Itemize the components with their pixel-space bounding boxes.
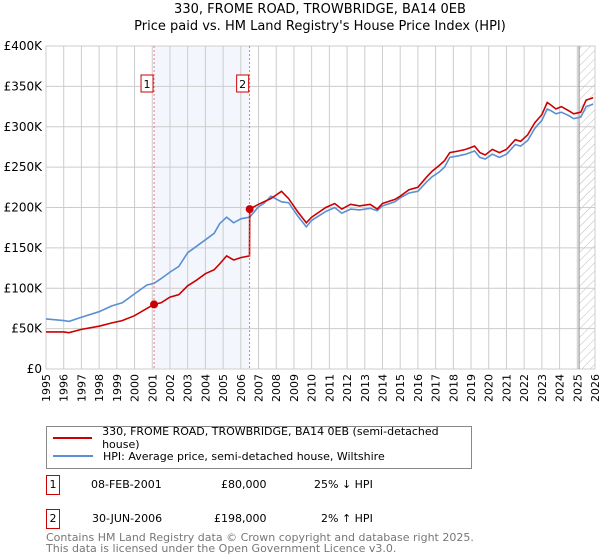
y-tick-label: £300K <box>4 120 44 134</box>
transaction-row: 2 30-JUN-2006 £198,000 2% ↑ HPI <box>46 509 446 529</box>
legend-label: HPI: Average price, semi-detached house,… <box>103 449 385 463</box>
x-tick-label: 2020 <box>483 374 496 402</box>
footer-licence: This data is licensed under the Open Gov… <box>46 542 397 555</box>
x-tick-label: 2009 <box>288 374 301 402</box>
transaction-date: 30-JUN-2006 <box>92 512 163 525</box>
x-tick-label: 2002 <box>164 374 177 402</box>
x-tick-label: 1996 <box>58 374 71 402</box>
x-tick-label: 2013 <box>359 374 372 402</box>
transaction-number: 2 <box>46 509 60 529</box>
legend-item-hpi: HPI: Average price, semi-detached house,… <box>53 448 385 464</box>
sale-label: 2 <box>239 78 246 91</box>
x-tick-label: 2022 <box>518 374 531 402</box>
sale-label-box <box>236 74 250 93</box>
x-tick-label: 2025 <box>571 374 584 402</box>
y-tick-label: £150K <box>4 241 44 255</box>
legend-label: 330, FROME ROAD, TROWBRIDGE, BA14 0EB (s… <box>102 425 439 451</box>
footer-copyright: Contains HM Land Registry data © Crown c… <box>46 531 474 544</box>
legend-swatch-blue <box>53 455 93 457</box>
x-tick-label: 2021 <box>500 374 513 402</box>
x-tick-label: 2017 <box>430 374 443 402</box>
x-tick-label: 2010 <box>306 374 319 402</box>
chart-title: 330, FROME ROAD, TROWBRIDGE, BA14 0EB <box>174 2 466 17</box>
x-tick-label: 2026 <box>589 374 600 402</box>
x-tick-label: 2024 <box>554 374 567 402</box>
chart-subtitle: Price paid vs. HM Land Registry's House … <box>134 19 506 34</box>
legend-item-property: 330, FROME ROAD, TROWBRIDGE, BA14 0EB (s… <box>53 425 471 451</box>
transaction-hpi: 25% ↓ HPI <box>314 478 373 491</box>
y-tick-label: £350K <box>4 79 44 93</box>
y-tick-label: £200K <box>4 201 44 215</box>
x-tick-label: 2008 <box>270 374 283 402</box>
x-tick-label: 1995 <box>40 374 53 402</box>
x-tick-label: 2023 <box>536 374 549 402</box>
x-tick-label: 1997 <box>75 374 88 402</box>
price-chart: 1 2 1995 1996 1997 1998 1999 2000 2001 2002 2003 20… <box>4 39 600 402</box>
x-tick-label: 1999 <box>111 374 124 402</box>
sale-point <box>245 205 254 214</box>
transaction-date: 08-FEB-2001 <box>91 478 162 491</box>
hpi-line <box>45 103 594 323</box>
transaction-number: 1 <box>46 475 60 495</box>
transaction-price: £80,000 <box>221 478 267 491</box>
y-tick-label: £400K <box>4 39 44 53</box>
x-tick-label: 2019 <box>465 374 478 402</box>
x-tick-label: 2005 <box>217 374 230 402</box>
legend: 330, FROME ROAD, TROWBRIDGE, BA14 0EB (s… <box>46 425 472 469</box>
sale-point <box>150 300 159 309</box>
x-tick-label: 2001 <box>146 374 159 402</box>
legend-swatch-red <box>53 437 93 439</box>
x-tick-label: 2007 <box>253 374 266 402</box>
plot-border <box>45 45 596 370</box>
y-tick-label: £100K <box>4 281 44 295</box>
property-price-line <box>46 96 594 334</box>
sale-label-box <box>140 74 154 93</box>
x-tick-label: 2003 <box>182 374 195 402</box>
x-tick-label: 2014 <box>376 374 389 402</box>
transaction-price: £198,000 <box>214 512 267 525</box>
x-tick-label: 2011 <box>323 374 336 402</box>
x-tick-label: 2012 <box>341 374 354 402</box>
x-tick-label: 2015 <box>394 374 407 402</box>
transaction-row: 1 08-FEB-2001 £80,000 25% ↓ HPI <box>46 475 446 495</box>
x-tick-label: 1998 <box>93 374 106 402</box>
x-tick-label: 2006 <box>235 374 248 402</box>
sale-label: 1 <box>144 78 151 91</box>
y-tick-label: £250K <box>4 160 44 174</box>
x-tick-label: 2000 <box>129 374 142 402</box>
y-tick-label: £0 <box>27 362 42 376</box>
x-tick-label: 2016 <box>412 374 425 402</box>
x-tick-label: 2004 <box>199 374 212 402</box>
y-tick-label: £50K <box>11 322 43 336</box>
transaction-hpi: 2% ↑ HPI <box>321 512 373 525</box>
x-tick-label: 2018 <box>447 374 460 402</box>
